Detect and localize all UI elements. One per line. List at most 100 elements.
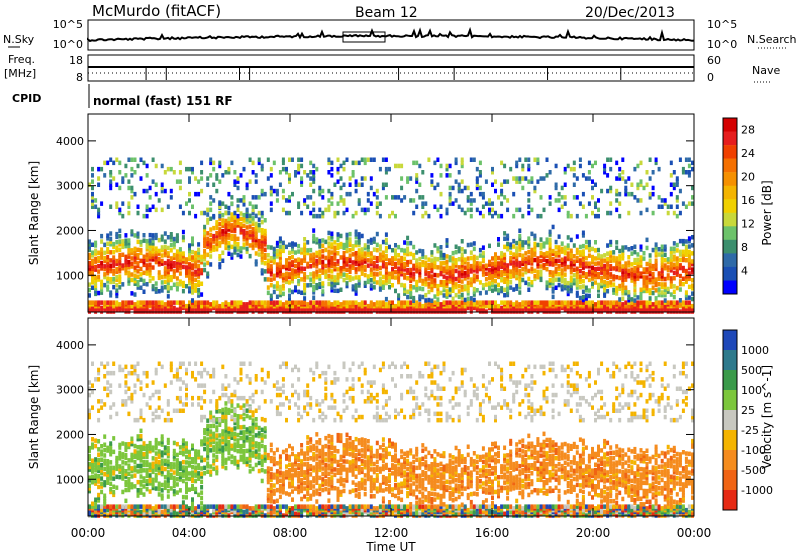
power-cell	[594, 307, 597, 312]
power-cell	[197, 179, 201, 184]
power-cell	[633, 249, 637, 255]
power-cell	[354, 160, 358, 166]
power-cell	[681, 252, 685, 257]
power-cell	[348, 182, 352, 187]
power-cell	[506, 292, 510, 298]
power-cell	[421, 254, 425, 259]
power-cell	[663, 263, 667, 268]
power-cell	[675, 176, 679, 181]
power-cell	[515, 262, 519, 267]
power-cell	[363, 272, 367, 278]
power-cell	[394, 303, 397, 309]
power-cell	[472, 278, 476, 284]
power-cell	[548, 229, 552, 235]
power-cell	[291, 260, 294, 265]
velocity-cell	[139, 487, 143, 493]
power-cell	[178, 255, 182, 260]
power-cell	[206, 252, 210, 258]
power-cell	[133, 281, 137, 286]
power-cell	[154, 289, 158, 294]
power-cell	[321, 305, 325, 311]
velocity-cell	[169, 462, 173, 467]
velocity-cell	[121, 402, 125, 407]
power-cell	[191, 204, 194, 209]
power-cell	[603, 266, 607, 271]
power-cell	[478, 300, 482, 305]
power-cell	[627, 247, 631, 252]
power-cell	[163, 247, 167, 252]
velocity-cell	[194, 470, 198, 476]
power-cell	[91, 185, 94, 191]
power-cell	[191, 282, 194, 287]
power-cell	[442, 282, 446, 287]
power-cell	[330, 242, 334, 247]
power-cell	[330, 195, 334, 200]
power-cell	[412, 263, 416, 269]
power-cell	[388, 244, 391, 250]
power-cell	[497, 255, 500, 261]
power-cell	[666, 259, 670, 265]
power-cell	[294, 307, 297, 312]
power-cell	[300, 300, 304, 305]
power-cell	[669, 300, 673, 305]
velocity-cell	[163, 485, 167, 491]
velocity-cell	[139, 408, 143, 413]
power-cell	[663, 266, 667, 271]
power-cell	[527, 198, 531, 203]
power-cell	[336, 170, 340, 175]
power-cell	[618, 259, 622, 265]
power-cell	[345, 246, 349, 251]
power-cell	[572, 195, 576, 200]
power-cell	[684, 274, 688, 279]
velocity-cell	[145, 460, 149, 465]
power-cell	[221, 239, 225, 245]
power-cell	[384, 240, 388, 245]
power-cell	[445, 291, 449, 297]
power-cell	[603, 290, 607, 296]
power-cell	[397, 195, 401, 200]
power-cell	[566, 280, 570, 286]
power-cell	[551, 286, 555, 291]
velocity-cell	[133, 465, 137, 470]
power-cell	[178, 179, 182, 184]
power-cell	[500, 261, 504, 267]
velocity-cell	[178, 472, 182, 477]
velocity-cell	[91, 383, 94, 388]
power-cell	[581, 204, 585, 209]
power-cell	[448, 255, 452, 260]
power-cell	[227, 219, 231, 224]
power-cell	[594, 280, 597, 285]
power-cell	[166, 261, 170, 267]
power-cell	[527, 300, 531, 305]
power-cell	[345, 281, 349, 286]
power-cell	[169, 166, 173, 172]
power-cell	[212, 225, 216, 231]
power-cell	[100, 250, 104, 255]
power-cell	[251, 218, 255, 224]
power-cell	[675, 195, 679, 200]
power-cell	[454, 258, 458, 263]
power-cell	[472, 265, 476, 270]
velocity-cell	[185, 470, 188, 476]
power-cell	[657, 166, 661, 172]
velocity-cell	[178, 461, 182, 466]
power-cell	[563, 245, 567, 251]
power-cell	[560, 268, 564, 273]
power-cell	[581, 252, 585, 257]
power-cell	[394, 251, 397, 256]
power-cell	[254, 195, 258, 200]
power-cell	[403, 272, 407, 278]
power-cell	[118, 234, 122, 239]
power-cell	[384, 182, 388, 187]
power-cell	[624, 269, 628, 274]
power-cell	[415, 179, 419, 184]
power-cell	[109, 179, 113, 184]
power-cell	[497, 242, 500, 247]
power-cell	[506, 247, 510, 252]
power-cell	[412, 271, 416, 277]
velocity-cell	[100, 465, 104, 470]
power-cell	[615, 256, 619, 261]
power-cell	[336, 259, 340, 264]
power-cell	[291, 254, 294, 260]
velocity-cell	[118, 464, 122, 469]
